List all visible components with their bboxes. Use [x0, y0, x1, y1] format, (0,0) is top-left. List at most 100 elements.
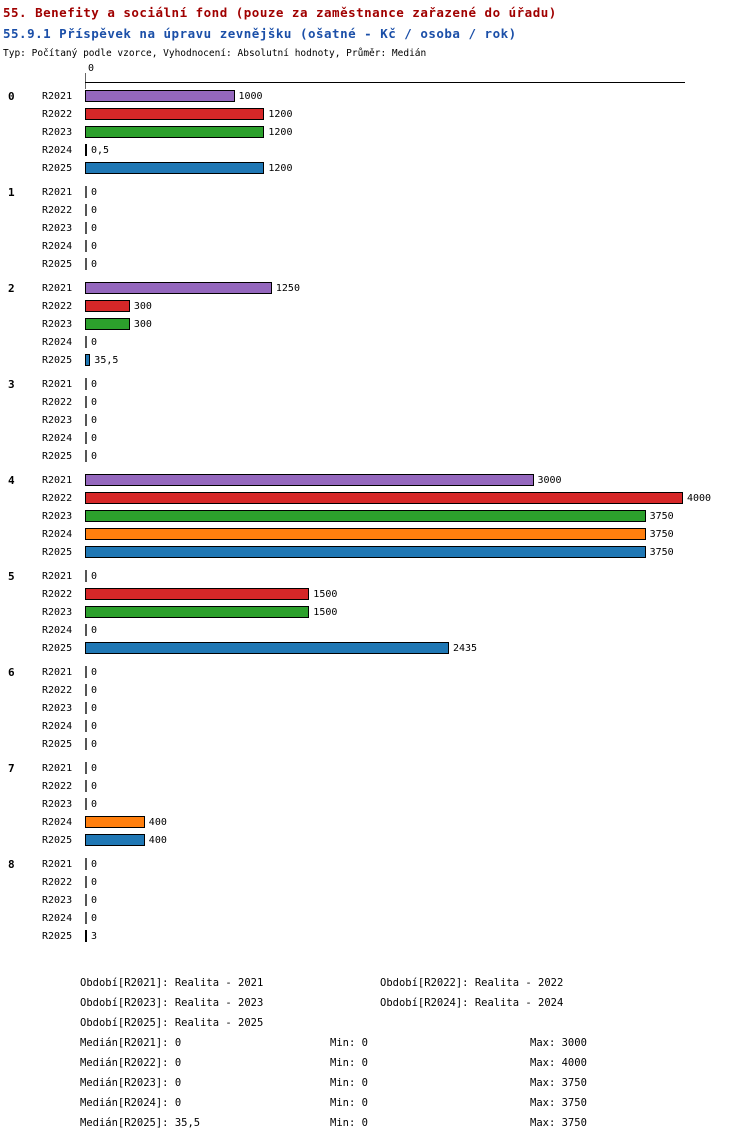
bar-value-label: 1000 [238, 90, 263, 102]
chart-bar [85, 300, 130, 312]
chart-row: R2025 0 [0, 447, 750, 465]
bar-value-label: 0 [91, 738, 98, 750]
bar-area: 0 [85, 375, 750, 393]
year-label: R2023 [42, 222, 73, 234]
bar-area: 35,5 [85, 351, 750, 369]
stat-min: Min: 0 [330, 1057, 368, 1069]
chart-bar [85, 570, 87, 582]
year-label: R2021 [42, 762, 73, 774]
bar-area: 0 [85, 891, 750, 909]
year-label: R2023 [42, 606, 73, 618]
chart-bar [85, 162, 265, 174]
chart-row: R2023 300 [0, 315, 750, 333]
year-label: R2024 [42, 144, 73, 156]
bar-value-label: 0 [91, 780, 98, 792]
group-label: 7 [8, 761, 15, 775]
bar-area: 1500 [85, 603, 750, 621]
chart-bar [85, 894, 87, 906]
bar-area: 0 [85, 333, 750, 351]
year-label: R2025 [42, 258, 73, 270]
chart-bar [85, 720, 87, 732]
chart-legend: Období[R2021]: Realita - 2021 Období[R202… [80, 973, 750, 1133]
indicator-title: 55.9.1 Příspěvek na úpravu zevnějšku (oš… [3, 26, 517, 41]
bar-area: 0 [85, 201, 750, 219]
chart-row: R2022 1200 [0, 105, 750, 123]
bar-value-label: 0 [91, 624, 98, 636]
legend-stat-row: Medián[R2021]: 0 Min: 0 Max: 3000 [80, 1033, 750, 1053]
chart-bar [85, 666, 87, 678]
bar-area: 0 [85, 909, 750, 927]
bar-value-label: 3750 [649, 528, 674, 540]
chart-bar [85, 354, 91, 366]
chart-bar [85, 126, 265, 138]
year-label: R2021 [42, 186, 73, 198]
stat-median: Medián[R2025]: 35,5 [80, 1117, 201, 1129]
chart-row: R2023 1200 [0, 123, 750, 141]
chart-row: R2025 0 [0, 255, 750, 273]
chart-row: 7 R2021 0 [0, 759, 750, 777]
bar-value-label: 3000 [537, 474, 562, 486]
chart-bar [85, 318, 130, 330]
chart-bar [85, 780, 87, 792]
chart-bar [85, 144, 87, 156]
bar-area: 300 [85, 297, 750, 315]
bar-area: 0 [85, 681, 750, 699]
chart-bar [85, 90, 235, 102]
year-label: R2023 [42, 798, 73, 810]
chart-row: R2024 0 [0, 429, 750, 447]
bar-value-label: 0 [91, 414, 98, 426]
year-label: R2024 [42, 624, 73, 636]
bar-area: 0 [85, 663, 750, 681]
year-label: R2022 [42, 780, 73, 792]
bar-area: 1200 [85, 159, 750, 177]
group-label: 3 [8, 377, 15, 391]
chart-bar [85, 798, 87, 810]
bar-area: 1200 [85, 123, 750, 141]
year-label: R2025 [42, 834, 73, 846]
year-label: R2025 [42, 450, 73, 462]
bar-area: 0 [85, 255, 750, 273]
chart-row: 2 R2021 1250 [0, 279, 750, 297]
chart-row: R2025 1200 [0, 159, 750, 177]
legend-period-left: Období[R2023]: Realita - 2023 [80, 997, 264, 1009]
year-label: R2022 [42, 684, 73, 696]
chart-row: 8 R2021 0 [0, 855, 750, 873]
chart-bar [85, 510, 646, 522]
bar-area: 0 [85, 429, 750, 447]
bar-area: 300 [85, 315, 750, 333]
bar-area: 0 [85, 777, 750, 795]
legend-period-row: Období[R2023]: Realita - 2023 Období[R202… [80, 993, 750, 1013]
bar-group: 6 R2021 0 R2022 0 R2023 0 R2024 0 R2025 0 [0, 663, 750, 753]
chart-bar [85, 528, 646, 540]
chart-row: R2025 2435 [0, 639, 750, 657]
year-label: R2021 [42, 378, 73, 390]
chart-bar [85, 222, 87, 234]
bar-value-label: 3750 [649, 546, 674, 558]
chart-row: 3 R2021 0 [0, 375, 750, 393]
year-label: R2022 [42, 204, 73, 216]
stat-max: Max: 3750 [530, 1077, 587, 1089]
year-label: R2023 [42, 510, 73, 522]
bar-value-label: 1200 [268, 108, 293, 120]
bar-value-label: 1200 [268, 126, 293, 138]
report-subtitle: Typ: Počítaný podle vzorce, Vyhodnocení:… [3, 48, 427, 59]
chart-row: R2022 0 [0, 393, 750, 411]
chart-row: R2022 1500 [0, 585, 750, 603]
chart-bar [85, 546, 646, 558]
bar-value-label: 0 [91, 450, 98, 462]
bar-value-label: 0 [91, 762, 98, 774]
bar-value-label: 0 [91, 702, 98, 714]
legend-period-right: Období[R2022]: Realita - 2022 [380, 977, 564, 989]
group-label: 0 [8, 89, 15, 103]
bar-area: 0 [85, 759, 750, 777]
bar-area: 0,5 [85, 141, 750, 159]
bar-group: 8 R2021 0 R2022 0 R2023 0 R2024 0 R2025 3 [0, 855, 750, 945]
stat-min: Min: 0 [330, 1117, 368, 1129]
chart-bar [85, 186, 87, 198]
bar-area: 3750 [85, 507, 750, 525]
stat-max: Max: 3750 [530, 1117, 587, 1129]
year-label: R2021 [42, 282, 73, 294]
year-label: R2023 [42, 126, 73, 138]
year-label: R2024 [42, 720, 73, 732]
chart-row: R2024 0 [0, 717, 750, 735]
